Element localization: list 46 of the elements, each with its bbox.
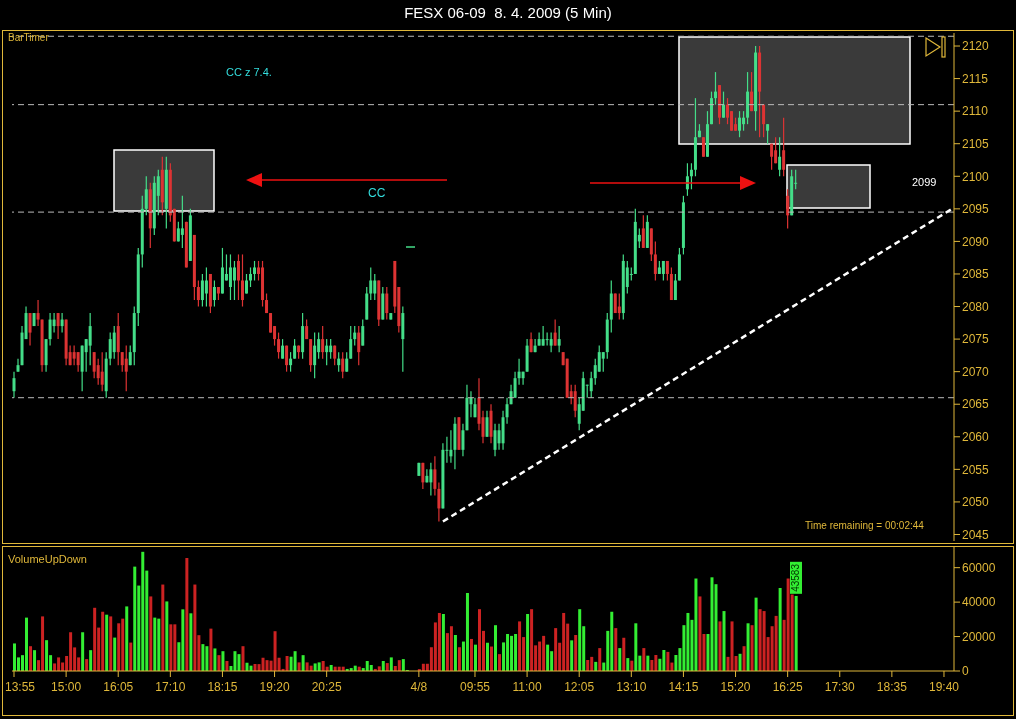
y-tick-label: 2065 — [962, 397, 990, 412]
chart-title: FESX 06-09 8. 4. 2009 (5 Min) — [403, 4, 613, 21]
x-tick-label: 20:25 — [311, 680, 343, 694]
y-tick-label: 2080 — [962, 299, 990, 314]
y-tick-label: 0 — [962, 664, 969, 679]
y-tick-label: 2105 — [962, 136, 990, 151]
x-tick-label: 13:10 — [616, 680, 647, 694]
y-tick-label: 2060 — [962, 430, 990, 445]
x-tick-label: 12:05 — [564, 680, 595, 694]
x-tick-label: 14:15 — [668, 680, 699, 694]
x-tick-label: 09:55 — [459, 680, 491, 694]
y-tick-label: 2050 — [962, 495, 990, 510]
text: VolumeUpDown — [8, 553, 87, 565]
x-tick-label: 19:20 — [259, 680, 290, 694]
annotation: CC — [368, 186, 386, 200]
x-tick-label: 13:55 — [4, 680, 36, 694]
x-tick-label: 19:40 — [928, 680, 960, 694]
x-tick-label: 16:05 — [103, 680, 134, 694]
y-tick-label: 2095 — [962, 202, 990, 217]
y-tick-label: 2110 — [962, 104, 989, 119]
x-tick-label: 17:30 — [824, 680, 856, 694]
x-tick-label: 15:00 — [51, 680, 82, 694]
y-tick-label: 2075 — [962, 332, 990, 347]
x-tick-label: 16:25 — [772, 680, 803, 694]
x-tick-label: 17:10 — [155, 680, 186, 694]
y-tick-label: 2090 — [962, 234, 990, 249]
annotation: BarTimer — [8, 32, 49, 43]
annotation: CC z 7.4. — [226, 66, 272, 78]
y-tick-label: 2120 — [962, 39, 990, 54]
y-tick-label: 60000 — [962, 560, 996, 575]
y-tick-label: 2100 — [962, 169, 990, 184]
y-tick-label: 20000 — [962, 629, 996, 644]
annotation: Time remaining = 00:02:44 — [805, 520, 924, 531]
x-tick-label: 15:20 — [720, 680, 751, 694]
x-tick-label: 18:35 — [876, 680, 908, 694]
y-tick-label: 2055 — [962, 462, 990, 477]
y-tick-label: 2045 — [962, 527, 990, 542]
y-tick-label: 40000 — [962, 595, 996, 610]
x-tick-label: 11:00 — [512, 680, 542, 694]
x-tick-label: 4/8 — [410, 680, 428, 694]
x-tick-label: 18:15 — [207, 680, 238, 694]
y-tick-label: 2070 — [962, 364, 990, 379]
y-tick-label: 2115 — [962, 71, 989, 86]
data-label: 43583 — [789, 562, 802, 594]
y-tick-label: 2085 — [962, 267, 990, 282]
annotation: 2099 — [912, 176, 937, 188]
